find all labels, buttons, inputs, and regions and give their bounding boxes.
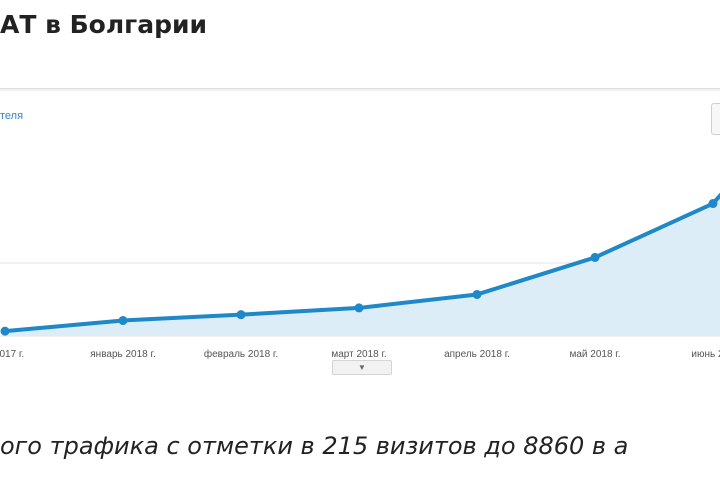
series-line bbox=[3, 192, 720, 334]
x-tick-label-2: февраль 2018 г. bbox=[204, 348, 278, 360]
data-point-5 bbox=[590, 252, 600, 262]
traffic-chart: ь 2017 г. январь 2018 г. февраль 2018 г. ма… bbox=[0, 89, 720, 360]
data-point-2 bbox=[236, 310, 246, 320]
caption-text: ого трафика с отметки в 215 визитов до 8… bbox=[0, 432, 629, 460]
x-tick-label-6: июнь 201 bbox=[691, 349, 720, 360]
legend-label: теля bbox=[0, 110, 24, 122]
data-point-6 bbox=[708, 199, 718, 209]
data-point-1 bbox=[118, 316, 128, 326]
data-point-3 bbox=[354, 303, 364, 313]
data-point-0 bbox=[0, 326, 10, 336]
x-tick-label-4: апрель 2018 г. bbox=[444, 349, 510, 360]
x-tick-label-3: март 2018 г. bbox=[331, 349, 386, 360]
expand-handle[interactable]: ▼ bbox=[332, 360, 392, 375]
chevron-down-icon: ▼ bbox=[358, 363, 366, 372]
x-tick-label-5: май 2018 г. bbox=[569, 349, 620, 360]
chart-options-button[interactable] bbox=[711, 103, 720, 135]
chart-panel: ь 2017 г. январь 2018 г. февраль 2018 г. ма… bbox=[0, 88, 720, 369]
x-tick-label-0: ь 2017 г. bbox=[0, 349, 24, 360]
series-area bbox=[5, 195, 720, 336]
page-title: АТ в Болгарии bbox=[0, 10, 208, 39]
x-tick-label-1: январь 2018 г. bbox=[90, 349, 155, 360]
data-point-4 bbox=[472, 289, 482, 299]
